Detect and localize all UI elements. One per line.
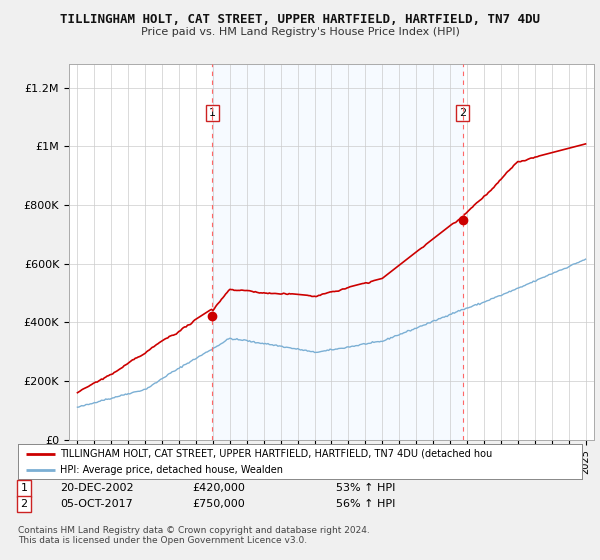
Text: 2: 2 [459,108,466,118]
Text: HPI: Average price, detached house, Wealden: HPI: Average price, detached house, Weal… [60,465,283,475]
Text: Contains HM Land Registry data © Crown copyright and database right 2024.: Contains HM Land Registry data © Crown c… [18,526,370,535]
Text: TILLINGHAM HOLT, CAT STREET, UPPER HARTFIELD, HARTFIELD, TN7 4DU: TILLINGHAM HOLT, CAT STREET, UPPER HARTF… [60,13,540,26]
Bar [212,64,463,440]
Text: 2: 2 [20,499,28,509]
Text: 20-DEC-2002: 20-DEC-2002 [60,483,134,493]
Text: 56% ↑ HPI: 56% ↑ HPI [336,499,395,509]
Text: 53% ↑ HPI: 53% ↑ HPI [336,483,395,493]
Text: 1: 1 [20,483,28,493]
Text: £420,000: £420,000 [192,483,245,493]
Text: £750,000: £750,000 [192,499,245,509]
Text: Price paid vs. HM Land Registry's House Price Index (HPI): Price paid vs. HM Land Registry's House … [140,27,460,37]
Text: 05-OCT-2017: 05-OCT-2017 [60,499,133,509]
Text: 1: 1 [209,108,216,118]
Text: This data is licensed under the Open Government Licence v3.0.: This data is licensed under the Open Gov… [18,536,307,545]
Text: TILLINGHAM HOLT, CAT STREET, UPPER HARTFIELD, HARTFIELD, TN7 4DU (detached hou: TILLINGHAM HOLT, CAT STREET, UPPER HARTF… [60,449,493,459]
